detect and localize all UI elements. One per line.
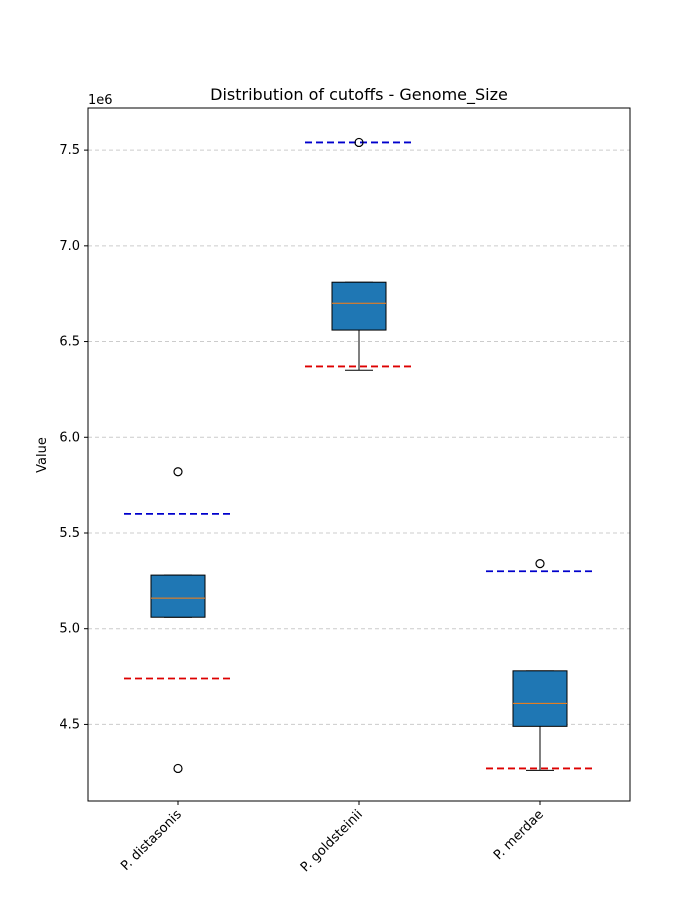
grid-lines <box>88 149 630 725</box>
outlier-point <box>173 467 183 477</box>
boxes <box>150 137 568 774</box>
box-iqr <box>150 574 206 618</box>
y-offset-label: 1e6 <box>88 93 113 108</box>
box-iqr <box>331 281 387 331</box>
y-tick-label: 5.5 <box>59 526 80 541</box>
outlier-point <box>354 137 364 148</box>
chart-title: Distribution of cutoffs - Genome_Size <box>210 85 508 105</box>
x-tick-label: P. merdae <box>491 807 547 863</box>
outlier-point <box>173 763 183 774</box>
y-tick-label: 7.0 <box>59 239 80 254</box>
y-tick-label: 5.0 <box>59 622 80 637</box>
x-tick-label: P. goldsteinii <box>298 807 366 875</box>
axis-ticks: 4.5 5.0 5.5 6.0 6.5 7.0 7.5 P. distasonis P. gol… <box>59 143 547 875</box>
cutoff-lines <box>124 141 594 770</box>
y-tick-label: 7.5 <box>59 143 80 158</box>
outlier-point <box>535 559 545 569</box>
plot-frame <box>87 107 631 802</box>
box-iqr <box>512 670 568 727</box>
y-tick-label: 6.5 <box>59 335 80 350</box>
x-tick-label: P. distasonis <box>118 807 185 874</box>
y-tick-label: 4.5 <box>59 717 80 732</box>
y-tick-label: 6.0 <box>59 430 80 445</box>
y-axis-label: Value <box>35 437 50 473</box>
